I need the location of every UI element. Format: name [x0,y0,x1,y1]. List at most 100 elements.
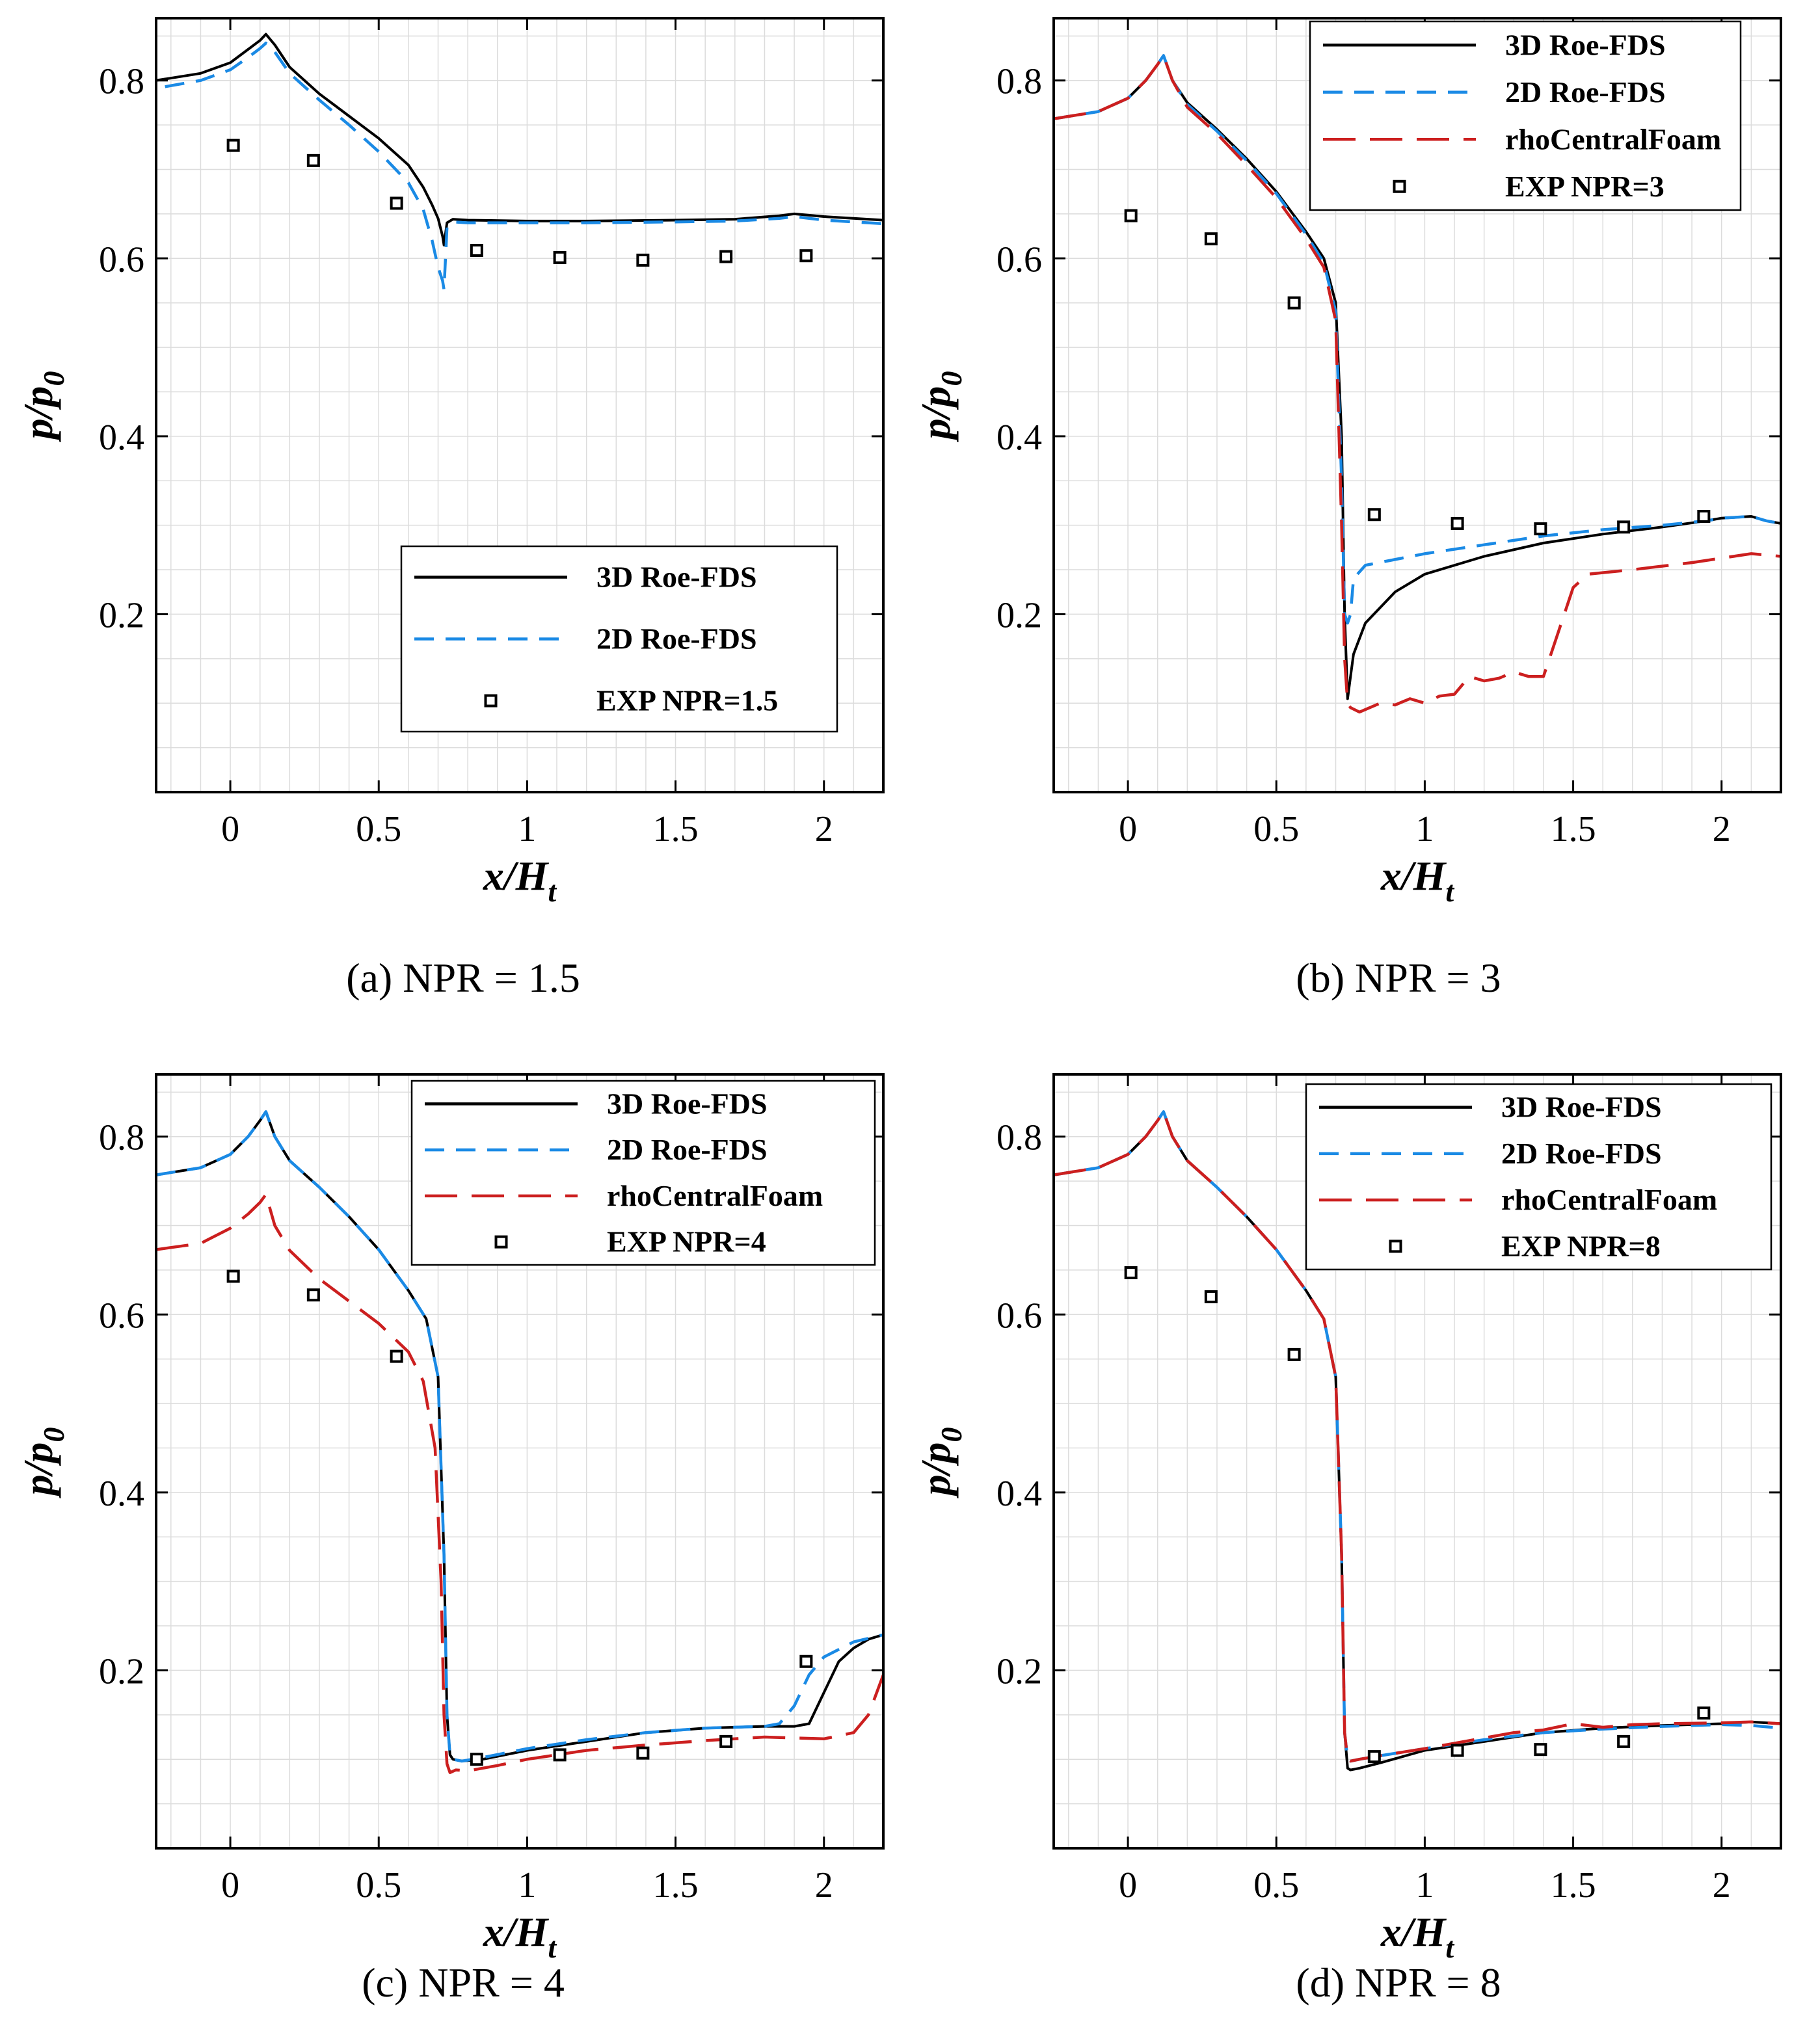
exp-marker [1697,509,1711,523]
panel-caption: (d) NPR = 8 [1296,1959,1501,2006]
exp-marker [553,1748,567,1762]
x-axis-title: x/Ht [1380,1909,1455,1964]
exp-marker [1204,1290,1218,1303]
legend-label: 3D Roe-FDS [1505,28,1666,61]
x-tick-label: 0 [1119,1865,1137,1905]
x-tick-label: 1.5 [653,1865,699,1905]
legend-label: 2D Roe-FDS [1505,75,1666,109]
exp-marker [306,1288,320,1302]
exp-marker [1287,296,1301,310]
exp-marker [799,249,813,263]
x-tick-label: 2 [1713,1865,1731,1905]
legend: 3D Roe-FDS 2D Roe-FDS rhoCentralFoam EXP NP… [410,1080,876,1266]
y-tick-label: 0.6 [996,1295,1042,1336]
x-tick-label: 1 [1415,1865,1434,1905]
y-axis-title: p/p0 [15,371,70,443]
exp-marker [1204,232,1218,246]
x-tick-label: 1.5 [1551,1865,1596,1905]
legend-marker [484,694,498,708]
exp-marker [1617,520,1631,534]
legend: 3D Roe-FDS 2D Roe-FDS rhoCentralFoam EXP NP… [1305,1083,1772,1271]
y-axis-subscript: 0 [935,1427,968,1442]
y-tick-label: 0.8 [996,1118,1042,1158]
exp-marker [226,139,240,152]
legend-marker [1389,1240,1402,1253]
exp-markers [226,139,813,267]
y-tick-label: 0.6 [996,239,1042,280]
y-axis-label: p/p [913,1442,959,1499]
y-tick-label: 0.4 [99,418,144,458]
y-tick-label: 0.2 [99,1651,144,1692]
x-tick-label: 1 [518,809,536,849]
x-axis-subscript: t [1445,1931,1454,1964]
x-axis-subscript: t [548,875,557,908]
exp-marker [719,1734,733,1748]
panel-b: 0 0.5 1 1.5 2 0.2 0.4 0.6 0.8 3D Roe-FDS 2D Roe-FD… [913,17,1782,1001]
legend-box [410,1080,876,1266]
x-tick-label: 0 [221,809,239,849]
x-axis-subscript: t [1445,875,1454,908]
plot-frame [155,17,885,793]
exp-marker [1451,1744,1464,1757]
panel-caption: (c) NPR = 4 [362,1959,565,2006]
x-tick-label: 2 [1713,809,1731,849]
legend-label: 2D Roe-FDS [1501,1137,1662,1170]
series-line-2d-roe-fds [165,42,883,291]
exp-marker [1124,1266,1138,1280]
exp-marker [1287,1347,1301,1361]
x-axis-label: x/H [483,1909,550,1955]
exp-marker [1124,209,1138,222]
series-line-2d-roe-fds [1054,54,1781,625]
x-axis-subscript: t [548,1931,557,1964]
y-axis-subscript: 0 [37,1427,70,1442]
x-axis-title: x/Ht [1380,853,1455,908]
x-tick-label: 0 [1119,809,1137,849]
legend-label: rhoCentralFoam [607,1179,823,1212]
y-tick-label: 0.8 [99,62,144,102]
legend-label: 2D Roe-FDS [596,622,757,656]
legend-marker [494,1235,508,1249]
legend-label: rhoCentralFoam [1505,122,1721,155]
y-tick-label: 0.4 [996,418,1042,458]
x-tick-label: 1.5 [1551,809,1596,849]
exp-marker [226,1269,240,1283]
exp-marker [1534,522,1547,536]
x-axis-title: x/Ht [483,1909,557,1964]
y-tick-label: 0.4 [996,1474,1042,1514]
y-axis-title: p/p0 [913,1427,968,1499]
exp-marker [1451,516,1464,530]
x-tick-label: 1.5 [653,809,699,849]
exp-marker [390,1349,403,1363]
exp-marker [799,1654,813,1668]
legend-label: 3D Roe-FDS [607,1087,768,1120]
exp-marker [470,1753,483,1766]
series-line-rhocentralfoam [1054,54,1781,714]
exp-marker [636,1746,650,1760]
x-tick-label: 0.5 [1253,1865,1299,1905]
exp-marker [306,153,320,167]
x-axis-title: x/Ht [483,853,557,908]
x-tick-label: 1 [518,1865,536,1905]
exp-marker [1367,508,1381,522]
legend-label: 3D Roe-FDS [1501,1091,1662,1124]
exp-marker [470,244,483,257]
exp-marker [553,250,567,264]
y-tick-label: 0.8 [996,62,1042,102]
y-axis-title: p/p0 [913,371,968,443]
series-line-rhocentralfoam [156,1193,883,1774]
x-axis-label: x/H [483,853,550,899]
exp-markers [1124,209,1711,536]
legend: 3D Roe-FDS 2D Roe-FDS rhoCentralFoam EXP NP… [1309,20,1742,211]
x-tick-label: 2 [815,809,833,849]
y-axis-subscript: 0 [37,371,70,386]
panel-d: 0 0.5 1 1.5 2 0.2 0.4 0.6 0.8 3D Roe-FDS 2D Roe-FD… [913,1073,1782,2006]
legend-box [1309,20,1742,211]
y-axis-title: p/p0 [15,1427,70,1499]
legend-box [1305,1083,1772,1271]
series-line-rhocentralfoam [1054,1110,1781,1763]
y-axis-label: p/p [913,386,959,443]
y-tick-label: 0.4 [99,1474,144,1514]
legend-label: 2D Roe-FDS [607,1133,768,1166]
legend-label: 3D Roe-FDS [596,561,757,594]
